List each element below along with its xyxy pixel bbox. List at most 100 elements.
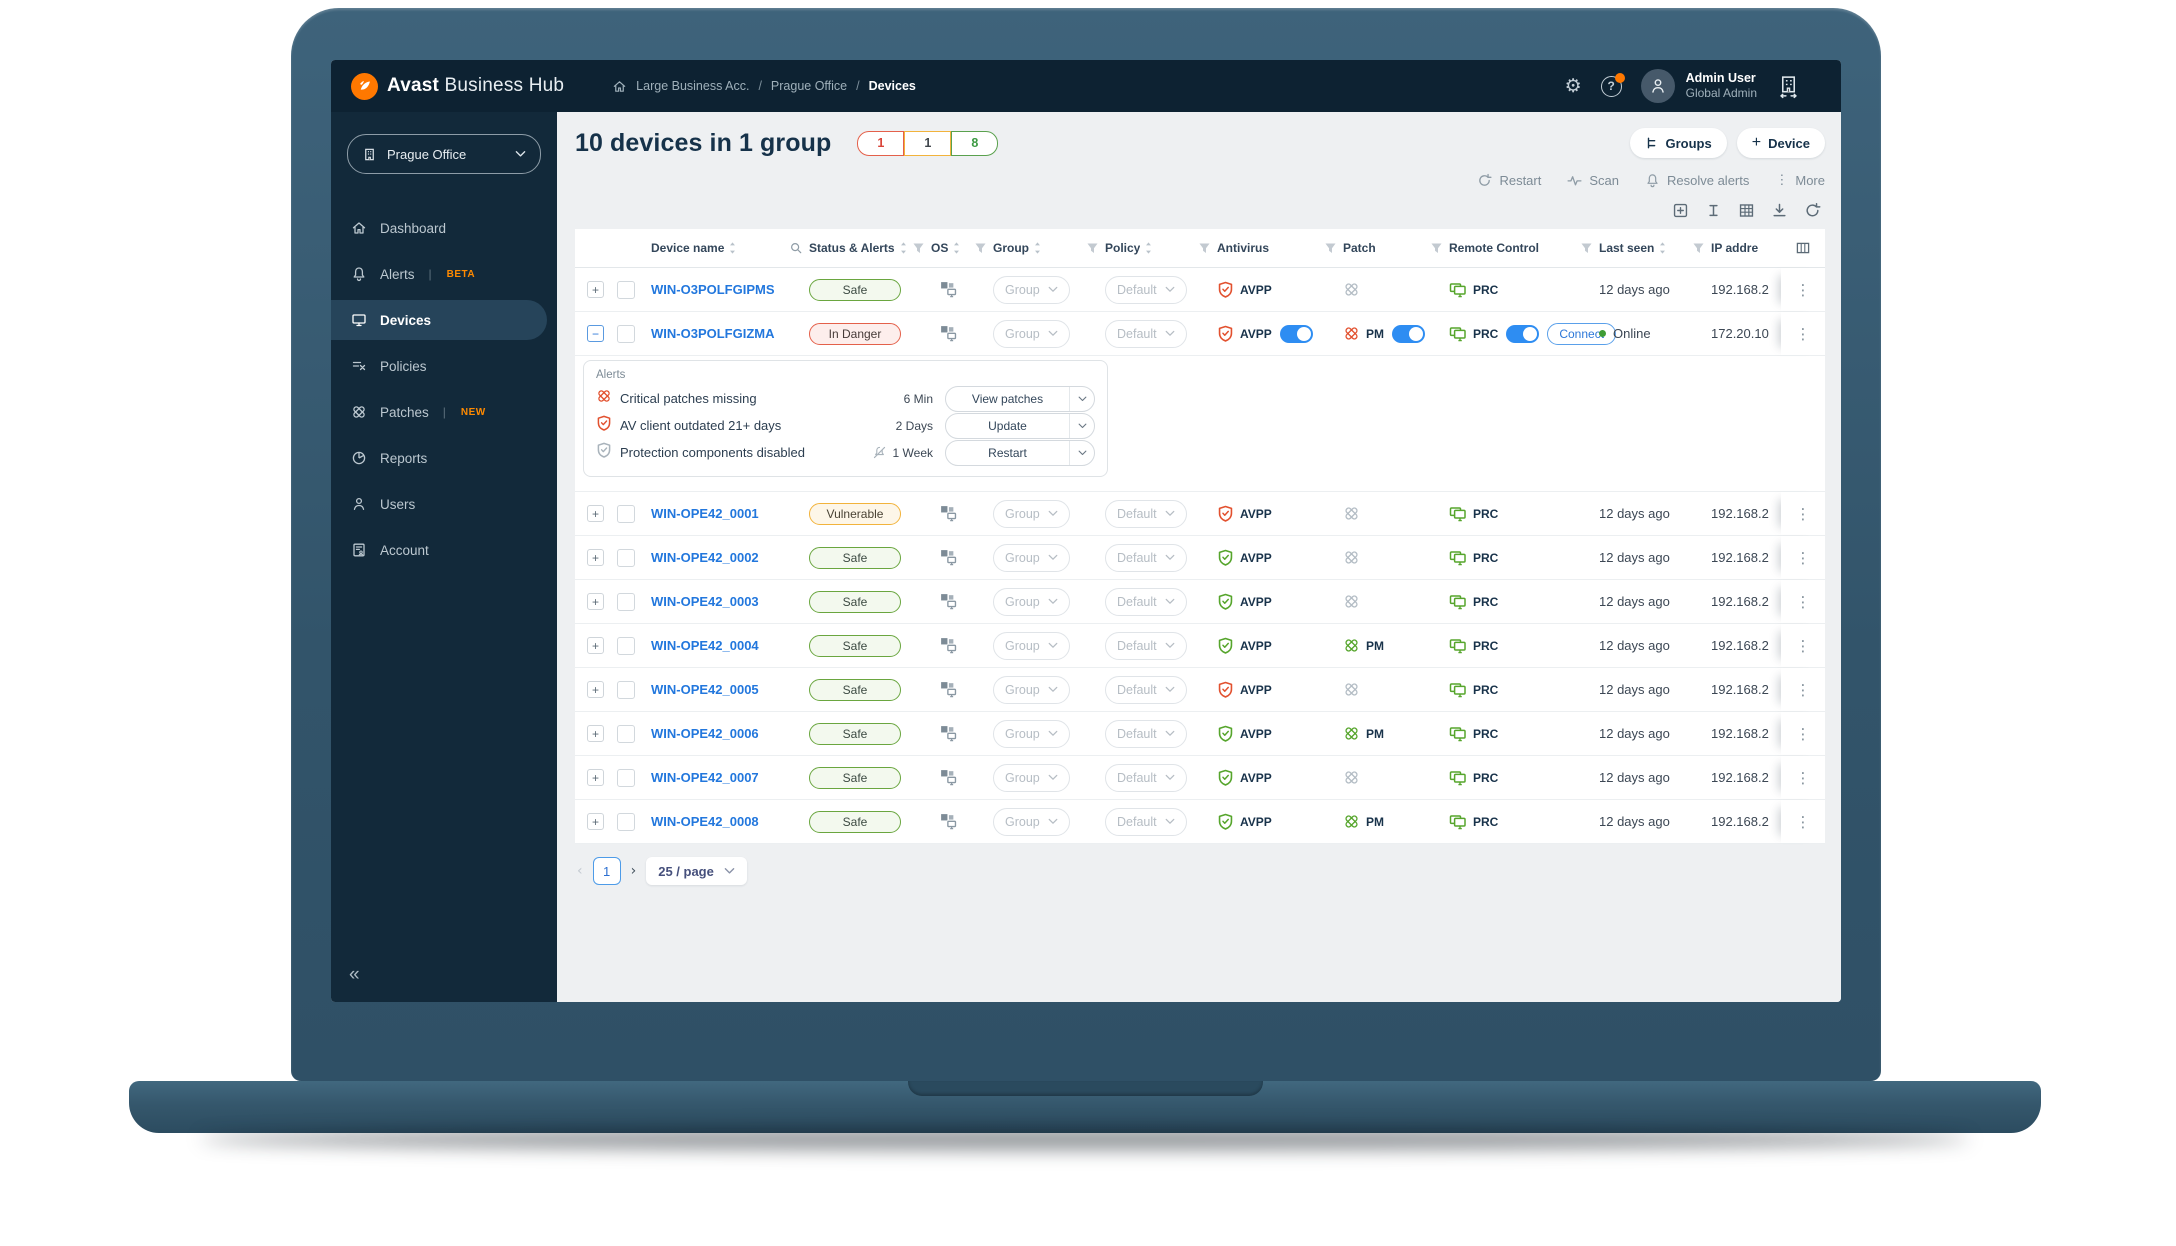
policy-select[interactable]: Default <box>1105 763 1187 792</box>
group-select[interactable]: Group <box>993 631 1070 660</box>
device-name-link[interactable]: WIN-OPE42_0003 <box>651 594 759 609</box>
sort-icon[interactable] <box>1658 241 1667 255</box>
column-header-ip-addre[interactable]: IP addre <box>1711 241 1781 255</box>
sidebar-item-patches[interactable]: Patches | NEW <box>331 392 547 432</box>
expand-row-button[interactable]: + <box>587 593 604 610</box>
row-menu-button[interactable]: ⋮ <box>1790 725 1817 743</box>
row-menu-button[interactable]: ⋮ <box>1790 769 1817 787</box>
sort-icon[interactable] <box>952 241 961 255</box>
row-menu-button[interactable]: ⋮ <box>1790 281 1817 299</box>
page-size-select[interactable]: 25 / page <box>646 857 747 885</box>
device-name-link[interactable]: WIN-O3POLFGIPMS <box>651 282 775 297</box>
row-checkbox[interactable] <box>617 724 635 743</box>
filter-funnel-icon[interactable] <box>912 242 925 255</box>
column-header-group[interactable]: Group <box>993 241 1105 255</box>
toolbar-action-resolve-alerts[interactable]: Resolve alerts <box>1645 173 1749 188</box>
policy-select[interactable]: Default <box>1105 587 1187 616</box>
remote-control-toggle[interactable] <box>1506 324 1540 343</box>
row-checkbox[interactable] <box>617 504 635 523</box>
group-select[interactable]: Group <box>993 587 1070 616</box>
policy-select[interactable]: Default <box>1105 319 1187 348</box>
group-select[interactable]: Group <box>993 719 1070 748</box>
sidebar-item-policies[interactable]: Policies <box>331 346 547 386</box>
patch-toggle[interactable] <box>1392 324 1425 343</box>
column-header-status-alerts[interactable]: Status & Alerts <box>809 241 931 255</box>
help-icon[interactable]: ? <box>1600 72 1625 97</box>
device-name-link[interactable]: WIN-OPE42_0006 <box>651 726 759 741</box>
next-page-button[interactable]: › <box>630 863 637 879</box>
column-header-antivirus[interactable]: Antivirus <box>1217 241 1343 255</box>
download-icon[interactable] <box>1771 202 1788 219</box>
settings-gear-icon[interactable]: ⚙ <box>1564 75 1582 97</box>
policy-select[interactable]: Default <box>1105 275 1187 304</box>
policy-select[interactable]: Default <box>1105 499 1187 528</box>
row-menu-button[interactable]: ⋮ <box>1790 593 1817 611</box>
filter-funnel-icon[interactable] <box>1198 242 1211 255</box>
org-selector[interactable]: Prague Office <box>347 134 541 174</box>
row-checkbox[interactable] <box>617 592 635 611</box>
alert-action-button[interactable]: Update <box>945 412 1095 439</box>
column-header-last-seen[interactable]: Last seen <box>1599 241 1711 255</box>
page-number[interactable]: 1 <box>592 857 621 885</box>
summary-pill-in-danger[interactable]: 1 <box>857 130 905 156</box>
alert-action-chevron[interactable] <box>1069 440 1094 465</box>
row-checkbox[interactable] <box>617 680 635 699</box>
row-menu-button[interactable]: ⋮ <box>1790 637 1817 655</box>
avatar[interactable] <box>1640 69 1675 103</box>
group-select[interactable]: Group <box>993 275 1070 304</box>
group-select[interactable]: Group <box>993 543 1070 572</box>
policy-select[interactable]: Default <box>1105 719 1187 748</box>
policy-select[interactable]: Default <box>1105 631 1187 660</box>
sidebar-item-alerts[interactable]: Alerts | BETA <box>331 254 547 294</box>
sidebar-collapse-button[interactable]: « <box>349 964 360 985</box>
sidebar-item-account[interactable]: Account <box>331 530 547 570</box>
row-menu-button[interactable]: ⋮ <box>1790 549 1817 567</box>
device-name-link[interactable]: WIN-OPE42_0004 <box>651 638 759 653</box>
sort-icon[interactable] <box>1033 241 1042 255</box>
row-menu-button[interactable]: ⋮ <box>1790 681 1817 699</box>
row-menu-button[interactable]: ⋮ <box>1790 813 1817 831</box>
column-header-device-name[interactable]: Device name <box>651 241 809 255</box>
groups-button[interactable]: Groups <box>1629 128 1727 158</box>
search-icon[interactable] <box>789 241 803 255</box>
device-name-link[interactable]: WIN-OPE42_0001 <box>651 506 759 521</box>
policy-select[interactable]: Default <box>1105 675 1187 704</box>
table-grid-icon[interactable] <box>1738 202 1755 219</box>
row-checkbox[interactable] <box>617 548 635 567</box>
policy-select[interactable]: Default <box>1105 543 1187 572</box>
reload-icon[interactable] <box>1804 202 1821 219</box>
device-name-link[interactable]: WIN-O3POLFGIZMA <box>651 326 775 341</box>
alert-action-button[interactable]: View patches <box>945 385 1095 412</box>
row-checkbox[interactable] <box>617 812 635 831</box>
breadcrumb-site[interactable]: Prague Office <box>770 79 848 93</box>
expand-row-button[interactable]: + <box>587 549 604 566</box>
column-header-os[interactable]: OS <box>931 241 993 255</box>
sidebar-item-users[interactable]: Users <box>331 484 547 524</box>
expand-row-button[interactable]: + <box>587 637 604 654</box>
expand-row-button[interactable]: + <box>587 281 604 298</box>
user-info[interactable]: Admin User Global Admin <box>1686 71 1757 102</box>
filter-funnel-icon[interactable] <box>1692 242 1705 255</box>
group-select[interactable]: Group <box>993 675 1070 704</box>
row-checkbox[interactable] <box>617 324 635 343</box>
sort-icon[interactable] <box>899 241 908 255</box>
expand-row-button[interactable]: + <box>587 813 604 830</box>
device-name-link[interactable]: WIN-OPE42_0007 <box>651 770 759 785</box>
row-checkbox[interactable] <box>617 280 635 299</box>
sidebar-item-reports[interactable]: Reports <box>331 438 547 478</box>
breadcrumb-home-icon[interactable] <box>612 79 627 94</box>
alert-action-button[interactable]: Restart <box>945 439 1095 466</box>
policy-select[interactable]: Default <box>1105 807 1187 836</box>
toolbar-action-more[interactable]: ⋮ More <box>1775 172 1825 188</box>
antivirus-toggle[interactable] <box>1279 324 1313 343</box>
row-menu-button[interactable]: ⋮ <box>1790 325 1817 343</box>
columns-settings-icon[interactable] <box>1795 240 1811 256</box>
filter-funnel-icon[interactable] <box>1086 242 1099 255</box>
expand-row-button[interactable]: + <box>587 505 604 522</box>
expand-row-button[interactable]: + <box>587 725 604 742</box>
group-select[interactable]: Group <box>993 319 1070 348</box>
alert-action-chevron[interactable] <box>1069 413 1094 438</box>
filter-funnel-icon[interactable] <box>974 242 987 255</box>
breadcrumb-account[interactable]: Large Business Acc. <box>636 79 750 93</box>
sort-icon[interactable] <box>728 241 737 255</box>
